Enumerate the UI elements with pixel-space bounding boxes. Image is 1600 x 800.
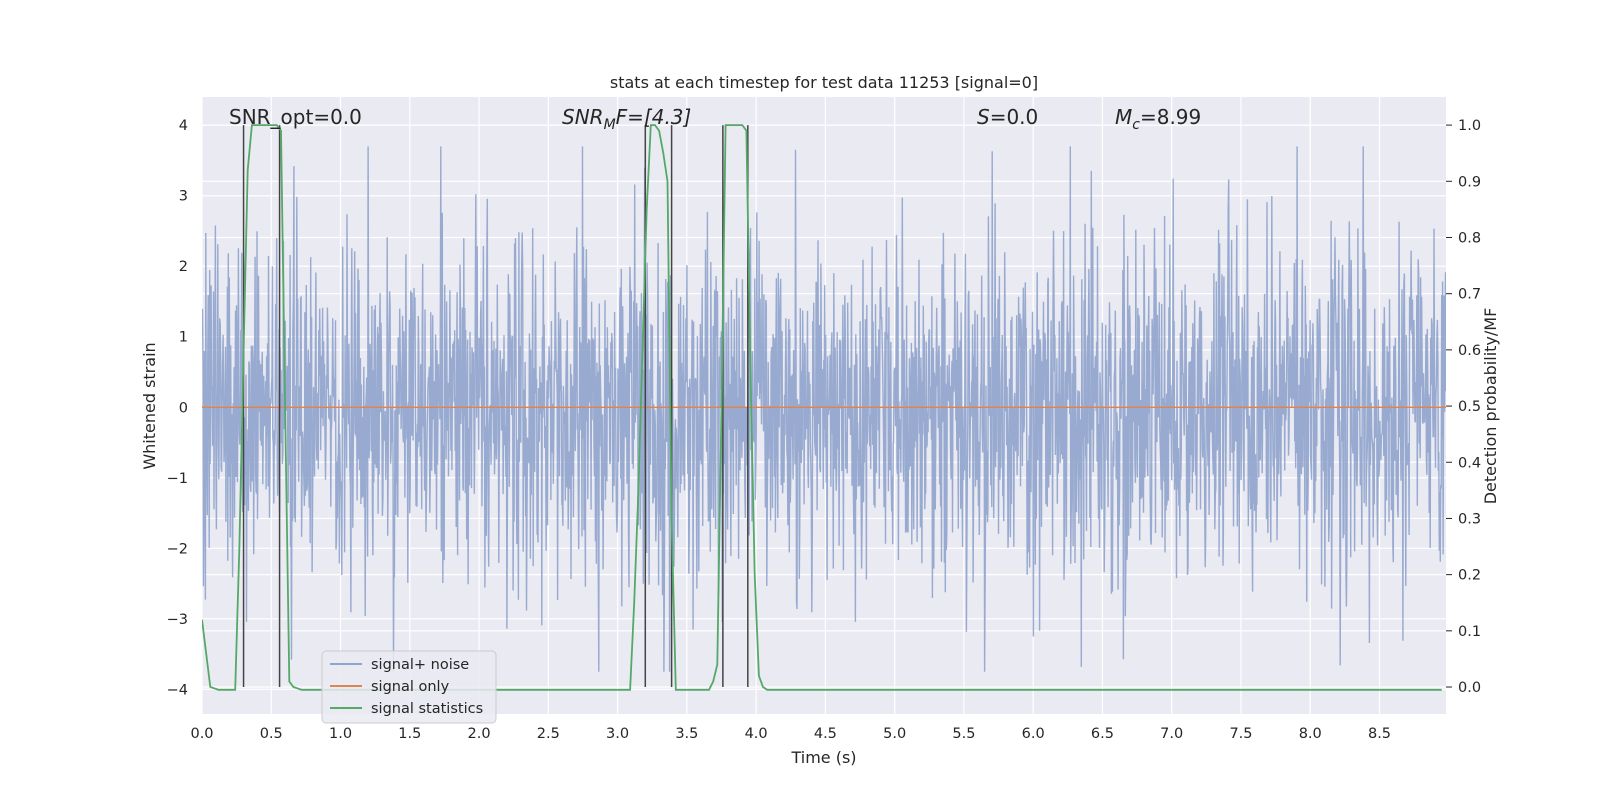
x-tick-label: 6.5 — [1091, 726, 1114, 742]
y-ticks-right: 1.0 0.9 0.8 0.7 0.6 0.5 0.4 0.3 0.2 0.1 0.0 — [1446, 118, 1481, 696]
y-tick-label: 0 — [179, 400, 188, 416]
x-axis-label: Time (s) — [790, 748, 856, 767]
legend-label-signal-noise: signal+ noise — [371, 657, 469, 673]
legend-label-signal-statistics: signal statistics — [371, 701, 483, 717]
series-signal-noise — [202, 146, 1446, 672]
x-tick-label: 2.5 — [537, 726, 560, 742]
x-tick-label: 1.5 — [398, 726, 421, 742]
annotation-s: S=0.0 — [977, 105, 1038, 129]
y-axis-label: Whitened strain — [140, 342, 159, 469]
y-right-tick-label: 0.9 — [1458, 174, 1481, 190]
annotation-snr-mf-rest: F=[4.3] — [616, 105, 692, 129]
legend: signal+ noise signal only signal statist… — [321, 650, 497, 724]
y-tick-label: 4 — [179, 118, 188, 134]
annotation-mc-main: M — [1115, 105, 1132, 129]
x-tick-label: 0.0 — [190, 726, 213, 742]
y-tick-label: 2 — [179, 259, 188, 275]
signal-noise-line — [202, 146, 1446, 672]
y-right-tick-label: 0.5 — [1458, 399, 1481, 415]
y-tick-label: −4 — [167, 682, 188, 698]
x-tick-label: 2.0 — [468, 726, 491, 742]
x-ticks: 0.0 0.5 1.0 1.5 2.0 2.5 3.0 3.5 4.0 4.5 5.0 5.5 6.0 6… — [190, 726, 1391, 742]
y-right-tick-label: 1.0 — [1458, 118, 1481, 134]
x-tick-label: 3.0 — [606, 726, 629, 742]
x-tick-label: 4.0 — [745, 726, 768, 742]
y-tick-label: 1 — [179, 330, 188, 346]
annotation-mc-sub: c — [1132, 117, 1140, 133]
x-tick-label: 0.5 — [260, 726, 283, 742]
annotation-mc: Mc=8.99 — [1115, 105, 1201, 133]
x-tick-label: 7.0 — [1160, 726, 1183, 742]
x-tick-label: 5.0 — [883, 726, 906, 742]
y-right-tick-label: 0.7 — [1458, 287, 1481, 303]
annotation-mc-rest: =8.99 — [1140, 105, 1201, 129]
annotation-snr-mf-main: SNR — [562, 105, 604, 129]
x-tick-label: 3.5 — [675, 726, 698, 742]
x-tick-label: 6.0 — [1022, 726, 1045, 742]
series-signal-statistics — [202, 124, 1442, 691]
legend-label-signal-only: signal only — [371, 679, 450, 695]
y-tick-label: −3 — [167, 612, 188, 628]
x-tick-label: 1.0 — [329, 726, 352, 742]
x-tick-label: 8.5 — [1368, 726, 1391, 742]
annotation-s-main: S — [977, 105, 990, 129]
x-tick-label: 8.0 — [1299, 726, 1322, 742]
annotation-snr-opt: SNR_opt=0.0 — [229, 105, 362, 129]
y-right-tick-label: 0.1 — [1458, 624, 1481, 640]
y-right-tick-label: 0.0 — [1458, 680, 1481, 696]
signal-statistics-line — [202, 124, 1442, 691]
legend-box — [321, 650, 497, 724]
y-axis-label-right: Detection probability/MF — [1481, 308, 1500, 505]
y-ticks: 4 3 2 1 0 −1 −2 −3 −4 — [167, 118, 188, 698]
annotation-s-rest: =0.0 — [990, 105, 1039, 129]
y-right-tick-label: 0.2 — [1458, 568, 1481, 584]
chart-title: stats at each timestep for test data 112… — [610, 73, 1038, 92]
x-tick-label: 7.5 — [1229, 726, 1252, 742]
y-tick-label: −2 — [167, 541, 188, 557]
y-right-tick-label: 0.6 — [1458, 343, 1481, 359]
y-tick-label: −1 — [167, 471, 188, 487]
y-right-tick-label: 0.8 — [1458, 230, 1481, 246]
y-tick-label: 3 — [179, 189, 188, 205]
y-right-tick-label: 0.4 — [1458, 455, 1481, 471]
x-tick-label: 5.5 — [952, 726, 975, 742]
x-tick-label: 4.5 — [814, 726, 837, 742]
annotation-snr-mf: SNRMF=[4.3] — [562, 105, 691, 133]
y-right-tick-label: 0.3 — [1458, 511, 1481, 527]
annotation-snr-mf-sub: M — [604, 117, 616, 133]
